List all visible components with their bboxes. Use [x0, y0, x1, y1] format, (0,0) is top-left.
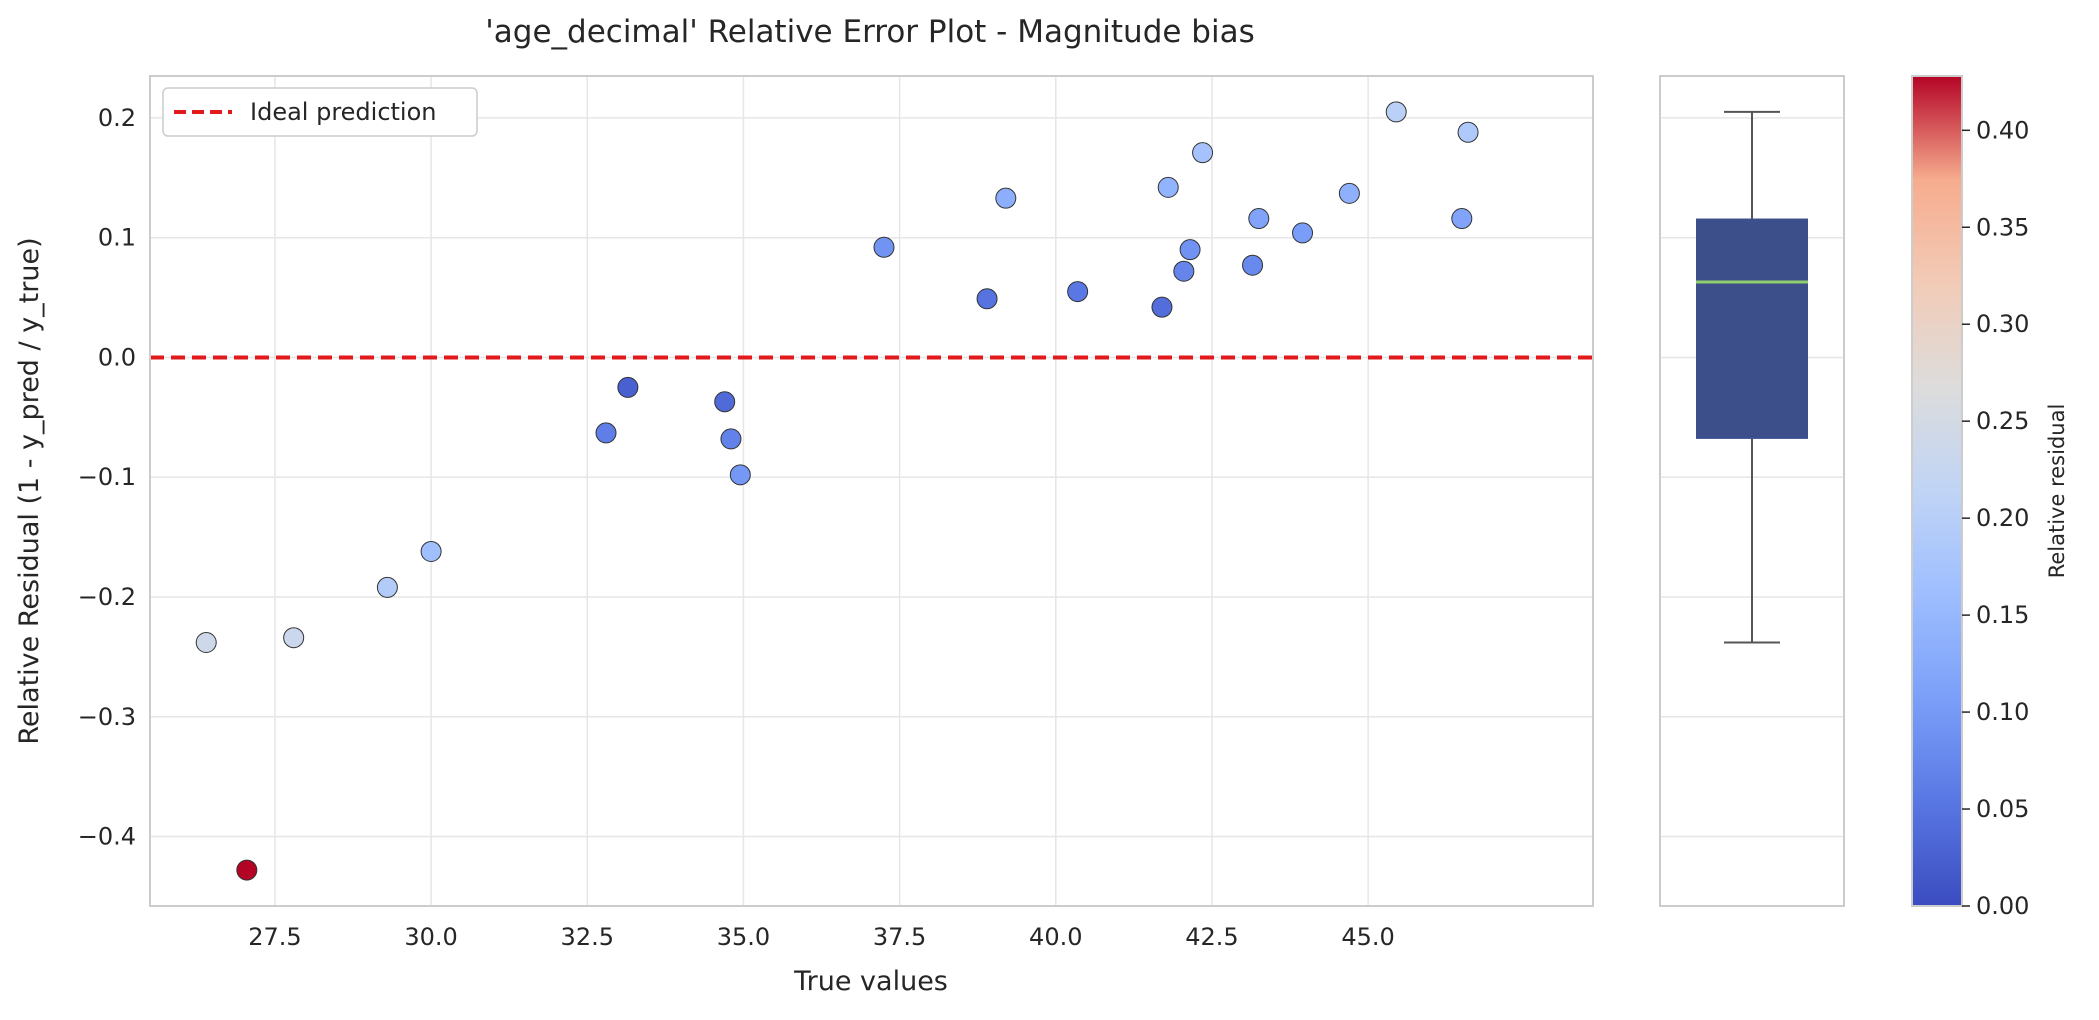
y-tick-label: 0.2	[98, 104, 136, 132]
boxplot-box	[1696, 218, 1808, 439]
colorbar-tick-label: 0.25	[1976, 407, 2029, 435]
scatter-point	[729, 464, 751, 486]
main-plot-frame	[149, 75, 1594, 907]
main-grid	[150, 76, 1593, 906]
scatter-point	[714, 391, 736, 413]
scatter-point	[995, 187, 1017, 209]
x-tick-label: 40.0	[1029, 923, 1082, 951]
chart-title: 'age_decimal' Relative Error Plot - Magn…	[485, 14, 1255, 50]
colorbar-tick-label: 0.30	[1976, 310, 2029, 338]
colorbar-tick-label: 0.20	[1976, 504, 2029, 532]
y-tick-label: −0.2	[78, 583, 136, 611]
scatter-point	[617, 376, 639, 398]
scatter-points	[195, 101, 1479, 881]
x-axis-label: True values	[793, 966, 948, 997]
scatter-point	[1292, 222, 1314, 244]
y-axis-label: Relative Residual (1 - y_pred / y_true)	[14, 237, 45, 744]
scatter-point	[720, 428, 742, 450]
scatter-point	[1151, 296, 1173, 318]
y-tick-label: −0.3	[78, 703, 136, 731]
scatter-point	[376, 576, 398, 598]
colorbar-tick-label: 0.15	[1976, 601, 2029, 629]
scatter-point	[1242, 254, 1264, 276]
y-tick-labels: −0.4 −0.3 −0.2 −0.1 0.0 0.1 0.2	[78, 104, 136, 851]
legend: Ideal prediction	[162, 87, 478, 137]
colorbar-gradient	[1912, 76, 1962, 906]
scatter-point	[1157, 176, 1179, 198]
scatter-point	[1067, 281, 1089, 303]
scatter-point	[1179, 239, 1201, 261]
scatter-point	[283, 627, 305, 649]
y-tick-label: 0.1	[98, 224, 136, 252]
y-tick-label: −0.4	[78, 823, 136, 851]
scatter-point	[1338, 182, 1360, 204]
x-tick-label: 32.5	[561, 923, 614, 951]
scatter-point	[1457, 121, 1479, 143]
scatter-point	[595, 422, 617, 444]
colorbar-ticks: 0.00 0.05 0.10 0.15 0.20 0.25 0.30 0.35 0.40	[1962, 116, 2029, 920]
x-tick-label: 45.0	[1341, 923, 1394, 951]
legend-box	[162, 87, 478, 137]
x-tick-label: 27.5	[248, 923, 301, 951]
colorbar-tick-label: 0.35	[1976, 213, 2029, 241]
y-tick-label: −0.1	[78, 463, 136, 491]
scatter-point	[1192, 142, 1214, 164]
colorbar-tick-label: 0.00	[1976, 892, 2029, 920]
scatter-point	[195, 632, 217, 654]
scatter-point	[1385, 101, 1407, 123]
scatter-point	[236, 859, 258, 881]
scatter-point	[873, 236, 895, 258]
boxplot	[1696, 110, 1808, 644]
colorbar-tick-label: 0.40	[1976, 116, 2029, 144]
x-tick-label: 35.0	[717, 923, 770, 951]
scatter-point	[1248, 208, 1270, 230]
scatter-point	[1173, 260, 1195, 282]
colorbar-label: Relative residual	[2045, 404, 2069, 579]
x-tick-label: 42.5	[1185, 923, 1238, 951]
boxplot-frame	[1659, 75, 1845, 907]
scatter-point	[1451, 208, 1473, 230]
x-tick-labels: 27.5 30.0 32.5 35.0 37.5 40.0 42.5 45.0	[248, 923, 1395, 951]
y-tick-label: 0.0	[98, 343, 136, 371]
legend-entry-ideal-prediction: Ideal prediction	[250, 98, 437, 126]
scatter-point	[976, 288, 998, 310]
colorbar-tick-label: 0.05	[1976, 795, 2029, 823]
x-tick-label: 37.5	[873, 923, 926, 951]
colorbar-tick-label: 0.10	[1976, 698, 2029, 726]
x-tick-label: 30.0	[404, 923, 457, 951]
scatter-point	[420, 540, 442, 562]
colorbar-frame	[1911, 75, 1963, 907]
